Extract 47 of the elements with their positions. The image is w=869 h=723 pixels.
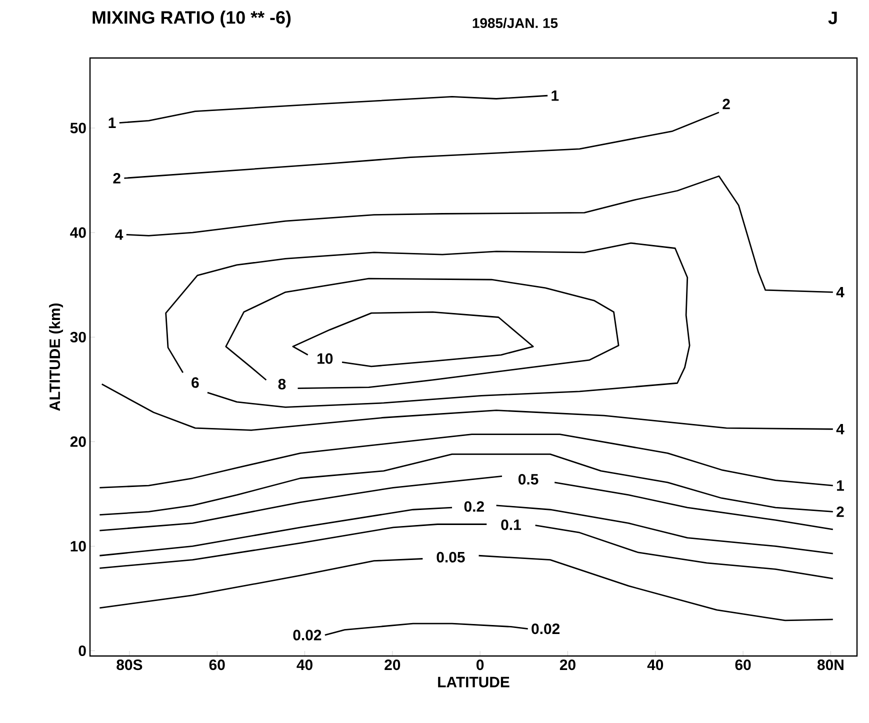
line-series [126, 175, 834, 293]
text: J [828, 12, 837, 24]
series-label: 8 [278, 378, 286, 390]
line-series [123, 112, 720, 179]
line-series [225, 278, 620, 390]
series-label: 10 [318, 353, 333, 364]
x-tick-label: 0 [476, 660, 484, 670]
annotation: 4 [836, 287, 844, 298]
x-tick-label: 40 [296, 660, 312, 670]
line-series [98, 454, 834, 516]
x-tick-label: 60 [209, 660, 225, 670]
x-tick-label: 60 [735, 660, 751, 670]
annotation: 4 [115, 230, 124, 240]
line-series [118, 94, 548, 124]
chart-title: MIXING RATIO (10 ** -6) [92, 10, 291, 28]
annotation: 1 [552, 90, 559, 101]
line-series [165, 242, 690, 408]
series-label: 0.05 [436, 552, 465, 562]
series-label: 0.5 [518, 474, 538, 485]
y-tick-label: 30 [70, 332, 86, 342]
y-tick-label: 0 [78, 645, 86, 656]
annotation: 1 [108, 118, 116, 128]
series-label: 0.1 [501, 519, 521, 530]
annotation: 2 [113, 172, 120, 184]
line-series [98, 434, 834, 488]
y-tick-label: 20 [70, 436, 86, 447]
x-tick-label: 80N [817, 660, 844, 670]
y-axis-title: ALTITUDE (km) [49, 304, 64, 411]
y-tick-label: 50 [70, 122, 86, 134]
x-tick-label: 20 [384, 660, 400, 670]
annotation: 0.02 [532, 624, 560, 634]
x-tick-label: 40 [647, 660, 664, 670]
chart-subtitle: 1985/JAN. 15 [472, 18, 558, 28]
line-series [324, 622, 529, 636]
x-tick-label: 80S [116, 660, 142, 670]
annotation: 2 [836, 506, 844, 517]
annotation: 0.02 [293, 630, 322, 640]
annotation: 2 [722, 98, 730, 110]
x-axis-title: LATITUDE [438, 676, 510, 688]
series-label: 0.2 [464, 501, 484, 512]
series-label: 6 [192, 377, 199, 388]
y-tick-label: 40 [70, 227, 86, 238]
x-tick-label: 20 [560, 660, 576, 670]
y-tick-label: 10 [70, 540, 86, 552]
annotation: 1 [837, 480, 844, 491]
annotation: 4 [836, 424, 844, 434]
line-series [292, 311, 534, 368]
